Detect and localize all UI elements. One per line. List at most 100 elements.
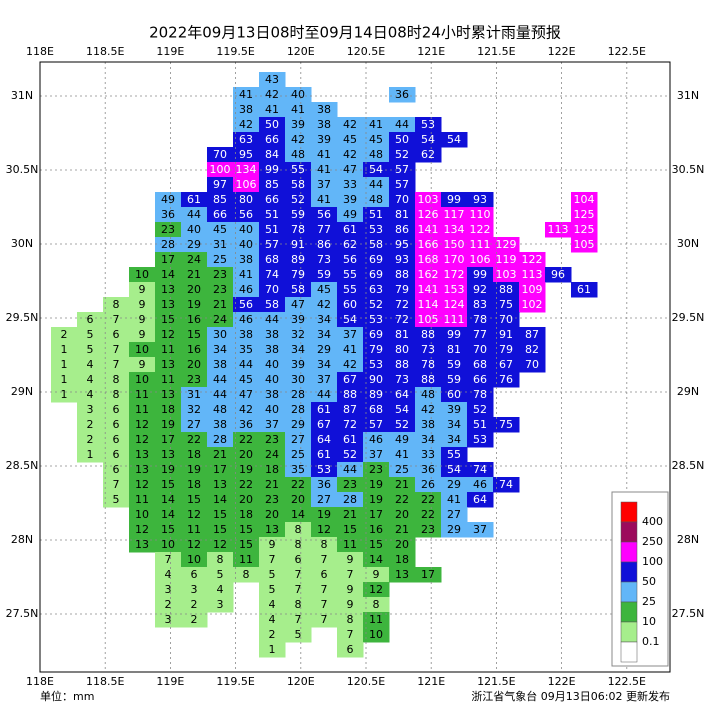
- rain-cell: [363, 432, 390, 448]
- rain-value: 2: [87, 433, 94, 446]
- rain-value: 38: [265, 328, 279, 341]
- legend-swatch: [620, 581, 638, 603]
- rain-cell: [285, 192, 312, 208]
- rain-cell: [285, 537, 312, 553]
- rain-cell: [311, 567, 338, 583]
- rain-value: 61: [343, 433, 357, 446]
- rain-value: 69: [369, 328, 383, 341]
- lon-tick-label: 119.5E: [216, 45, 254, 58]
- rain-value: 37: [369, 448, 383, 461]
- rain-value: 39: [317, 133, 331, 146]
- lat-tick-label: 28N: [677, 533, 699, 546]
- rain-value: 81: [447, 343, 461, 356]
- rain-value: 33: [343, 178, 357, 191]
- rain-cell: [155, 297, 182, 313]
- issuer: 浙江省气象台 09月13日06:02 更新发布: [471, 689, 670, 703]
- rain-value: 70: [265, 283, 279, 296]
- rain-value: 44: [239, 358, 253, 371]
- rain-value: 54: [343, 313, 357, 326]
- rain-cell: [285, 207, 312, 223]
- rain-value: 19: [317, 508, 331, 521]
- rain-value: 89: [369, 388, 383, 401]
- rain-cell: [363, 387, 390, 403]
- rain-value: 8: [217, 553, 224, 566]
- rain-value: 16: [369, 523, 383, 536]
- rain-cell: [233, 522, 260, 538]
- rain-value: 68: [265, 253, 279, 266]
- rain-value: 49: [395, 433, 409, 446]
- rain-value: 28: [161, 238, 175, 251]
- rain-value: 9: [269, 538, 276, 551]
- rain-cell: [285, 597, 312, 613]
- rain-value: 129: [496, 238, 517, 251]
- rain-cell: [181, 402, 208, 418]
- rain-cell: [363, 462, 390, 478]
- rain-value: 88: [343, 388, 357, 401]
- rain-cell: [337, 282, 364, 298]
- rain-value: 68: [473, 358, 487, 371]
- rain-cell: [415, 282, 442, 298]
- rain-value: 18: [239, 508, 253, 521]
- rain-cell: [155, 567, 182, 583]
- rain-cell: [311, 252, 338, 268]
- rain-value: 15: [187, 328, 201, 341]
- rain-value: 125: [574, 223, 595, 236]
- rain-value: 72: [395, 298, 409, 311]
- rain-cell: [389, 357, 416, 373]
- rain-cell: [181, 342, 208, 358]
- rain-value: 40: [265, 373, 279, 386]
- rain-cell: [311, 522, 338, 538]
- rain-value: 19: [161, 418, 175, 431]
- rain-value: 29: [447, 523, 461, 536]
- rain-cell: [207, 237, 234, 253]
- rain-value: 8: [373, 598, 380, 611]
- rain-value: 41: [343, 343, 357, 356]
- rain-cell: [389, 447, 416, 463]
- rain-value: 42: [343, 118, 357, 131]
- rain-value: 41: [317, 163, 331, 176]
- rain-value: 99: [447, 328, 461, 341]
- rain-cell: [103, 357, 130, 373]
- rain-value: 76: [499, 373, 513, 386]
- rain-value: 52: [395, 418, 409, 431]
- rain-value: 15: [161, 313, 175, 326]
- rain-value: 69: [369, 253, 383, 266]
- rain-cell: [311, 477, 338, 493]
- rain-cell: [441, 222, 468, 238]
- rain-cell: [493, 297, 520, 313]
- rain-value: 22: [239, 433, 253, 446]
- rain-value: 88: [395, 268, 409, 281]
- rain-cell: [285, 522, 312, 538]
- rain-cell: [467, 237, 494, 253]
- rain-cell: [311, 372, 338, 388]
- rain-cell: [129, 372, 156, 388]
- rain-value: 42: [343, 358, 357, 371]
- rain-cell: [389, 387, 416, 403]
- rain-value: 57: [265, 238, 279, 251]
- rain-value: 91: [499, 328, 513, 341]
- rain-cell: [155, 222, 182, 238]
- rain-value: 12: [369, 583, 383, 596]
- rain-value: 41: [239, 88, 253, 101]
- rain-cell: [337, 252, 364, 268]
- rain-value: 12: [213, 538, 227, 551]
- rain-cell: [311, 132, 338, 148]
- rain-cell: [337, 342, 364, 358]
- rain-cell: [441, 432, 468, 448]
- rain-cell: [181, 492, 208, 508]
- rain-cell: [389, 207, 416, 223]
- rain-value: 45: [343, 133, 357, 146]
- rain-value: 8: [113, 373, 120, 386]
- rain-value: 24: [265, 448, 279, 461]
- rain-value: 38: [317, 118, 331, 131]
- rain-value: 102: [522, 298, 543, 311]
- rain-cell: [389, 567, 416, 583]
- rain-value: 22: [187, 433, 201, 446]
- rain-cell: [311, 162, 338, 178]
- rain-value: 2: [269, 628, 276, 641]
- rain-value: 88: [421, 373, 435, 386]
- rain-value: 25: [213, 253, 227, 266]
- rain-value: 22: [421, 508, 435, 521]
- rain-cell: [181, 567, 208, 583]
- rain-value: 54: [421, 133, 435, 146]
